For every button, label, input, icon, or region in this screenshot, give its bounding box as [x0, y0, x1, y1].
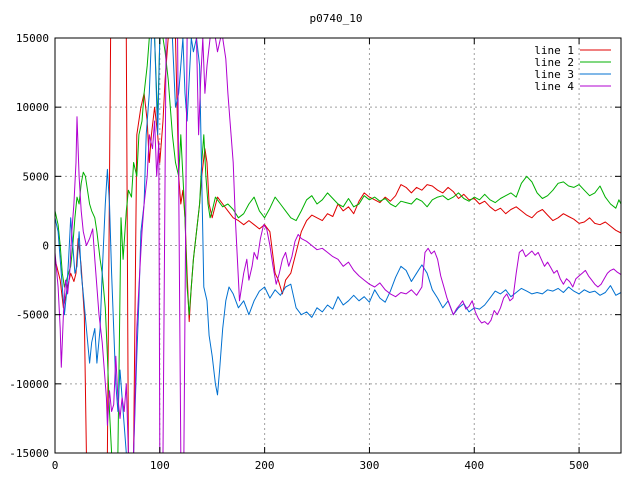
legend-label-1: line 1: [534, 44, 574, 57]
legend-label-2: line 2: [534, 56, 574, 69]
x-tick-label: 300: [360, 459, 380, 472]
chart-title: p0740_10: [310, 12, 363, 25]
series-line-4: [55, 38, 621, 453]
x-tick-label: 0: [52, 459, 59, 472]
series-line-3: [55, 38, 621, 453]
ticks: 0 100 200 300 400 500 -15000 -10000 -5000 0 5000 10…: [9, 32, 621, 472]
y-tick-label: -10000: [9, 378, 49, 391]
y-tick-label: -15000: [9, 447, 49, 460]
y-tick-label: -5000: [16, 309, 49, 322]
x-tick-label: 400: [464, 459, 484, 472]
y-tick-label: 0: [42, 240, 49, 253]
x-tick-label: 200: [255, 459, 275, 472]
x-tick-label: 500: [569, 459, 589, 472]
y-tick-label: 5000: [23, 170, 50, 183]
series-line-1: [55, 38, 621, 453]
series-layer: [55, 38, 621, 453]
y-tick-label: 15000: [16, 32, 49, 45]
legend-label-4: line 4: [534, 80, 574, 93]
series-line-2: [55, 38, 621, 453]
x-tick-label: 100: [150, 459, 170, 472]
y-tick-label: 10000: [16, 101, 49, 114]
legend-label-3: line 3: [534, 68, 574, 81]
